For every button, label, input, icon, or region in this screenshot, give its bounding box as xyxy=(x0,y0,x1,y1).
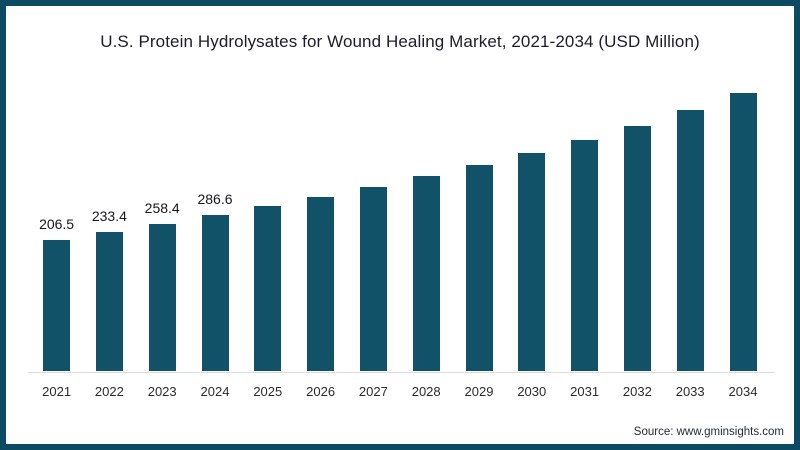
bar-value-label: 258.4 xyxy=(144,199,180,216)
bar-value-label: 206.5 xyxy=(39,216,75,232)
x-axis-label: 2022 xyxy=(94,384,124,399)
x-axis-label: 2032 xyxy=(622,384,652,399)
x-axis-label: 2024 xyxy=(200,384,230,399)
x-axis-label: 2033 xyxy=(675,384,705,399)
bar-2028 xyxy=(412,175,440,371)
source-attribution: Source: www.gminsights.com xyxy=(633,426,784,438)
x-axis-label: 2023 xyxy=(147,384,177,399)
chart-title: U.S. Protein Hydrolysates for Wound Heal… xyxy=(100,32,700,51)
bar-value-label: 286.6 xyxy=(197,190,233,207)
bar-2022 xyxy=(95,231,123,371)
x-axis-label: 2031 xyxy=(570,384,600,399)
bar-2032 xyxy=(623,125,651,371)
bar-2026 xyxy=(307,197,335,371)
x-axis-line xyxy=(28,372,775,373)
bar-2033 xyxy=(676,109,704,371)
x-axis-label: 2021 xyxy=(42,384,72,399)
bar-2034 xyxy=(729,92,757,371)
x-axis-label: 2027 xyxy=(358,384,388,399)
x-axis-label: 2034 xyxy=(728,384,758,399)
bar-2025 xyxy=(254,206,282,371)
bar-2024 xyxy=(201,214,229,371)
bar-value-label: 233.4 xyxy=(91,207,127,224)
x-axis-label: 2030 xyxy=(517,384,547,399)
bar-2021 xyxy=(43,240,71,371)
bar-2030 xyxy=(518,152,546,371)
x-axis-label: 2026 xyxy=(306,384,336,399)
bar-2031 xyxy=(571,139,599,371)
x-axis-label: 2028 xyxy=(411,384,441,399)
bar-2029 xyxy=(465,164,493,371)
x-axis-label: 2025 xyxy=(253,384,283,399)
bar-2027 xyxy=(359,186,387,371)
bar-2023 xyxy=(148,223,176,371)
x-axis-label: 2029 xyxy=(464,384,494,399)
